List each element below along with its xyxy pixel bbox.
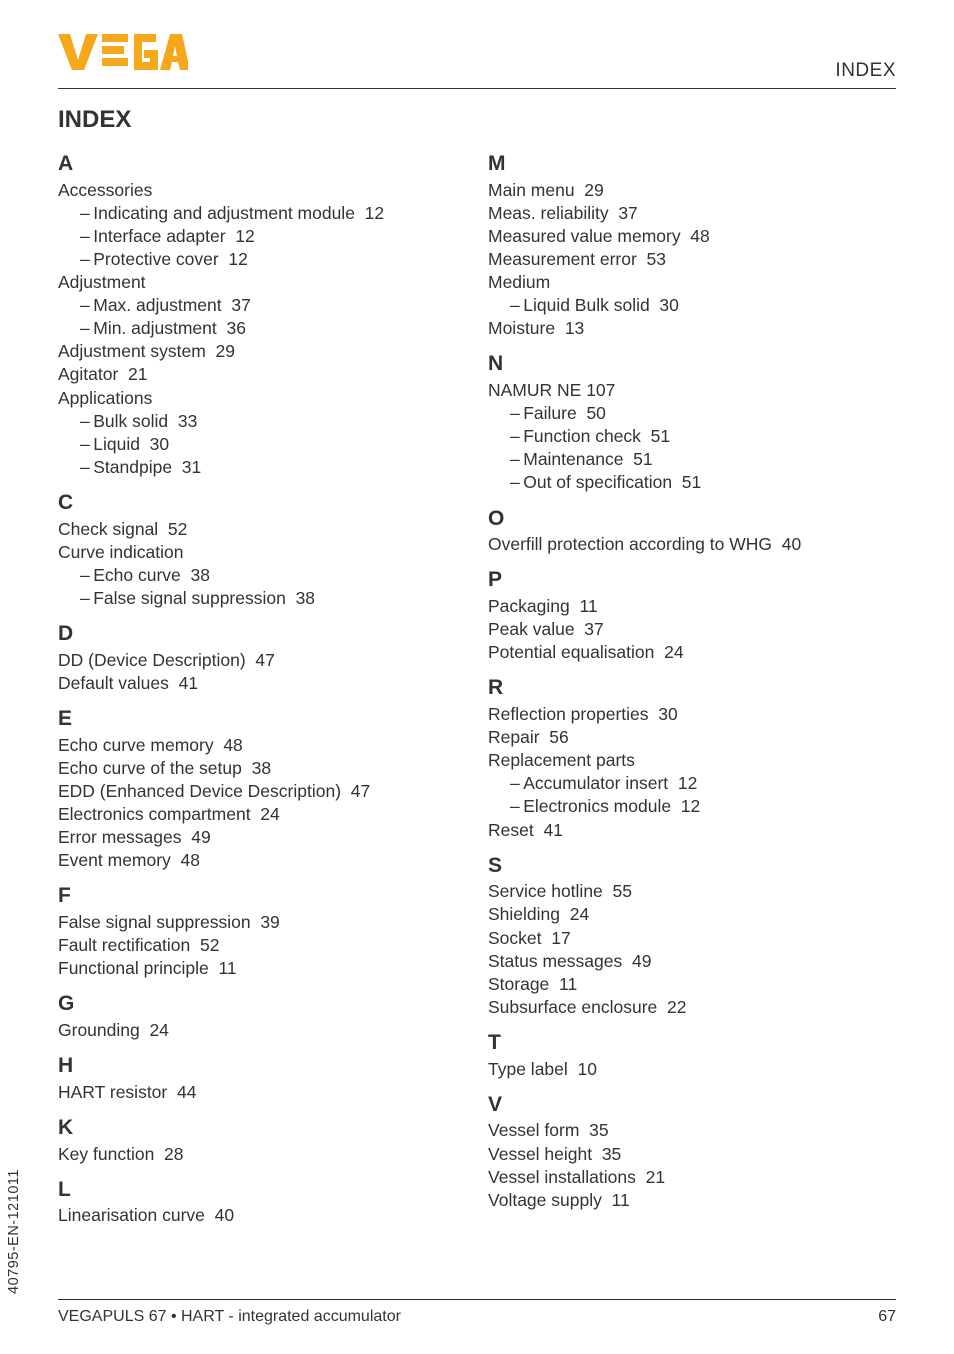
- index-entry: Overfill protection according to WHG 40: [488, 533, 896, 556]
- index-entry: Functional principle 11: [58, 957, 466, 980]
- index-letter: N: [488, 350, 896, 378]
- index-entry: Electronics compartment 24: [58, 803, 466, 826]
- index-entry: Default values 41: [58, 672, 466, 695]
- index-entry: Linearisation curve 40: [58, 1204, 466, 1227]
- index-entry: Packaging 11: [488, 595, 896, 618]
- index-entry: False signal suppression 39: [58, 911, 466, 934]
- index-entry: Medium: [488, 271, 896, 294]
- index-entry: Applications: [58, 387, 466, 410]
- index-letter: T: [488, 1029, 896, 1057]
- index-entry: Check signal 52: [58, 518, 466, 541]
- index-entry: Adjustment system 29: [58, 340, 466, 363]
- index-entry: Service hotline 55: [488, 880, 896, 903]
- index-subentry: – Echo curve 38: [58, 564, 466, 587]
- index-column-left: AAccessories– Indicating and adjustment …: [58, 150, 466, 1227]
- index-entry: Event memory 48: [58, 849, 466, 872]
- index-subentry: – Out of specification 51: [488, 471, 896, 494]
- header-section-label: INDEX: [835, 60, 896, 82]
- index-subentry: – Function check 51: [488, 425, 896, 448]
- index-entry: Agitator 21: [58, 363, 466, 386]
- index-entry: HART resistor 44: [58, 1081, 466, 1104]
- index-entry: Voltage supply 11: [488, 1189, 896, 1212]
- index-subentry: – Liquid 30: [58, 433, 466, 456]
- index-entry: Potential equalisation 24: [488, 641, 896, 664]
- index-entry: NAMUR NE 107: [488, 379, 896, 402]
- index-entry: Repair 56: [488, 726, 896, 749]
- index-subentry: – Electronics module 12: [488, 795, 896, 818]
- index-entry: EDD (Enhanced Device Description) 47: [58, 780, 466, 803]
- index-entry: Measured value memory 48: [488, 225, 896, 248]
- index-entry: Accessories: [58, 179, 466, 202]
- index-subentry: – Standpipe 31: [58, 456, 466, 479]
- index-entry: Curve indication: [58, 541, 466, 564]
- index-letter: E: [58, 705, 466, 733]
- index-entry: Shielding 24: [488, 903, 896, 926]
- index-subentry: – Liquid Bulk solid 30: [488, 294, 896, 317]
- footer-rule: [58, 1299, 896, 1300]
- index-entry: Reset 41: [488, 819, 896, 842]
- brand-logo: [58, 30, 188, 77]
- index-letter: C: [58, 489, 466, 517]
- index-entry: Storage 11: [488, 973, 896, 996]
- index-column-right: MMain menu 29Meas. reliability 37Measure…: [488, 150, 896, 1227]
- index-subentry: – False signal suppression 38: [58, 587, 466, 610]
- index-entry: Meas. reliability 37: [488, 202, 896, 225]
- index-letter: A: [58, 150, 466, 178]
- index-entry: Replacement parts: [488, 749, 896, 772]
- index-subentry: – Protective cover 12: [58, 248, 466, 271]
- index-subentry: – Maintenance 51: [488, 448, 896, 471]
- index-entry: Key function 28: [58, 1143, 466, 1166]
- header-rule: [58, 88, 896, 89]
- index-subentry: – Bulk solid 33: [58, 410, 466, 433]
- index-columns: AAccessories– Indicating and adjustment …: [58, 150, 896, 1227]
- index-letter: O: [488, 505, 896, 533]
- index-letter: F: [58, 882, 466, 910]
- index-letter: K: [58, 1114, 466, 1142]
- index-letter: G: [58, 990, 466, 1018]
- index-letter: S: [488, 852, 896, 880]
- footer-product-title: VEGAPULS 67 • HART - integrated accumula…: [58, 1308, 401, 1326]
- index-entry: Grounding 24: [58, 1019, 466, 1042]
- index-subentry: – Accumulator insert 12: [488, 772, 896, 795]
- index-entry: Echo curve of the setup 38: [58, 757, 466, 780]
- index-entry: Fault rectification 52: [58, 934, 466, 957]
- index-letter: V: [488, 1091, 896, 1119]
- index-letter: H: [58, 1052, 466, 1080]
- footer-page-number: 67: [878, 1308, 896, 1326]
- index-subentry: – Min. adjustment 36: [58, 317, 466, 340]
- index-entry: Moisture 13: [488, 317, 896, 340]
- index-entry: Measurement error 53: [488, 248, 896, 271]
- document-code-vertical: 40795-EN-121011: [6, 1169, 22, 1294]
- index-entry: Type label 10: [488, 1058, 896, 1081]
- index-entry: Vessel form 35: [488, 1119, 896, 1142]
- index-subentry: – Indicating and adjustment module 12: [58, 202, 466, 225]
- index-subentry: – Failure 50: [488, 402, 896, 425]
- index-entry: Vessel installations 21: [488, 1166, 896, 1189]
- index-entry: DD (Device Description) 47: [58, 649, 466, 672]
- index-letter: R: [488, 674, 896, 702]
- index-entry: Error messages 49: [58, 826, 466, 849]
- index-entry: Reflection properties 30: [488, 703, 896, 726]
- index-entry: Echo curve memory 48: [58, 734, 466, 757]
- index-subentry: – Max. adjustment 37: [58, 294, 466, 317]
- page-title: INDEX: [58, 106, 131, 134]
- index-subentry: – Interface adapter 12: [58, 225, 466, 248]
- index-entry: Adjustment: [58, 271, 466, 294]
- index-entry: Subsurface enclosure 22: [488, 996, 896, 1019]
- index-entry: Main menu 29: [488, 179, 896, 202]
- index-entry: Socket 17: [488, 927, 896, 950]
- index-entry: Peak value 37: [488, 618, 896, 641]
- index-letter: L: [58, 1176, 466, 1204]
- index-letter: D: [58, 620, 466, 648]
- index-entry: Status messages 49: [488, 950, 896, 973]
- index-letter: M: [488, 150, 896, 178]
- index-letter: P: [488, 566, 896, 594]
- index-entry: Vessel height 35: [488, 1143, 896, 1166]
